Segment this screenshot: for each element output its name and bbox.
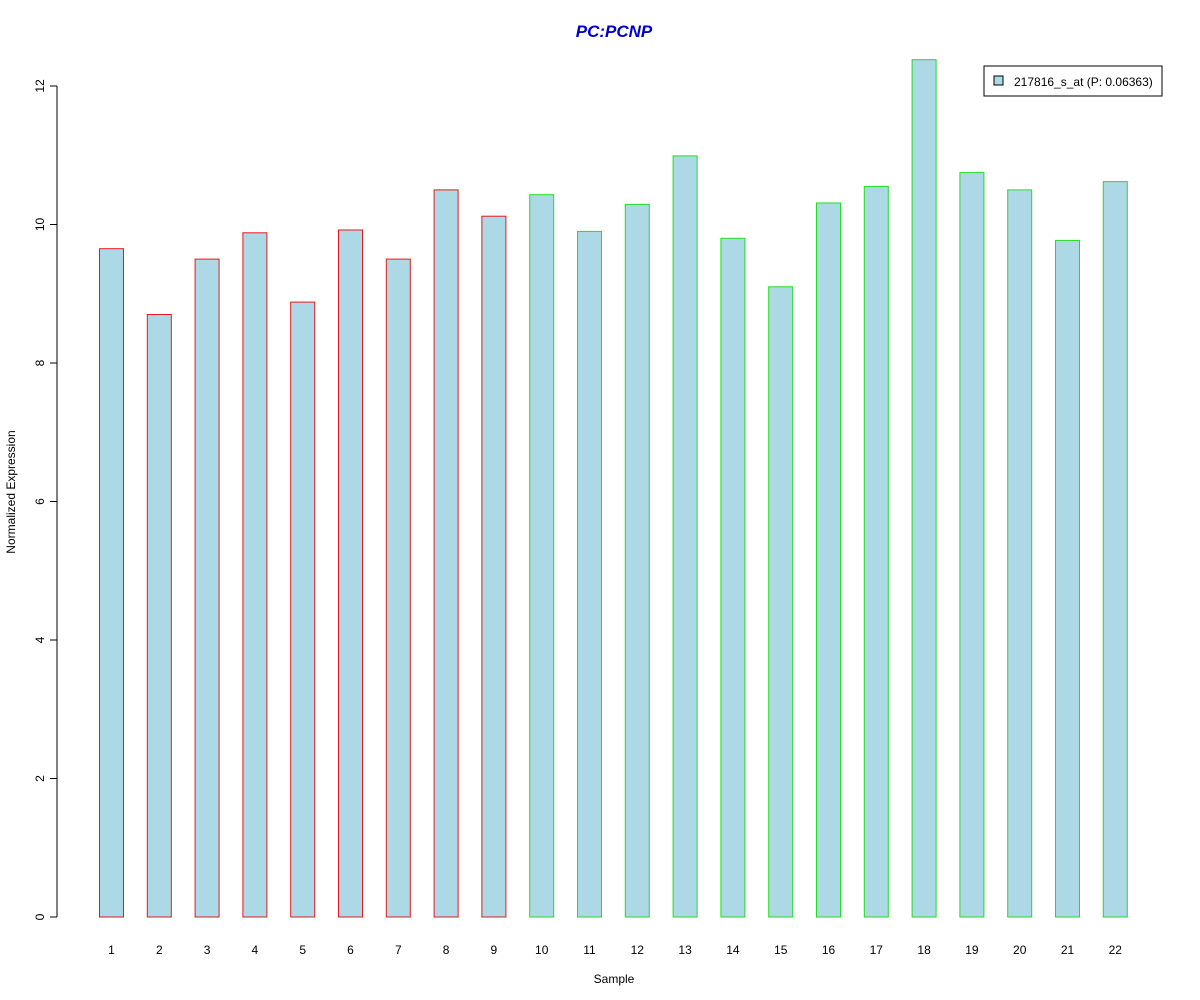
bar-sample-19 [959,172,985,918]
bar-sample-7 [385,258,411,918]
bar-sample-18 [911,59,937,918]
x-tick-label: 21 [1061,943,1075,957]
bar-sample-8 [433,189,459,918]
bar-sample-2 [146,314,172,918]
x-axis-tick-labels: 1 2 3 4 5 6 7 8 9 10 11 12 13 14 15 16 17 18 19 20 21 22 [108,943,1122,957]
y-axis: 0 2 4 6 8 10 12 [33,79,58,920]
x-tick-label: 19 [965,943,979,957]
bar-series [99,59,1128,918]
chart-title: PC:PCNP [576,22,653,41]
bar-sample-17 [863,185,889,918]
x-tick-label: 8 [443,943,450,957]
legend-entry-label: 217816_s_at (P: 0.06363) [1014,75,1153,89]
bar-sample-15 [768,286,794,918]
y-tick-label: 0 [33,913,47,920]
x-tick-label: 5 [299,943,306,957]
bar-sample-5 [290,301,316,918]
x-tick-label: 11 [583,943,596,957]
x-tick-label: 14 [726,943,740,957]
bar-sample-6 [338,229,363,918]
y-tick-label: 10 [33,218,47,232]
x-tick-label: 22 [1109,943,1123,957]
y-tick-label: 2 [33,775,47,782]
x-tick-label: 1 [108,943,115,957]
x-tick-label: 9 [491,943,498,957]
x-tick-label: 12 [631,943,645,957]
bar-sample-11 [577,230,602,918]
bar-sample-21 [1055,239,1080,918]
y-tick-label: 12 [33,79,47,93]
bar-sample-3 [194,258,220,918]
x-tick-label: 10 [535,943,549,957]
legend: 217816_s_at (P: 0.06363) [983,65,1163,97]
x-tick-label: 15 [774,943,788,957]
legend-swatch [993,75,1004,86]
bar-sample-22 [1102,181,1128,918]
legend-box [983,65,1163,97]
y-tick-label: 8 [33,359,47,366]
bar-sample-10 [529,194,555,918]
bar-sample-9 [481,215,507,918]
bar-sample-13 [672,155,698,918]
x-tick-label: 6 [347,943,354,957]
x-tick-label: 13 [678,943,692,957]
y-tick-label: 6 [33,498,47,505]
bar-sample-20 [1007,189,1033,918]
bar-sample-1 [99,248,124,918]
x-tick-label: 2 [156,943,163,957]
x-tick-label: 7 [395,943,402,957]
x-tick-label: 18 [917,943,931,957]
bar-sample-14 [720,237,746,918]
x-tick-label: 17 [870,943,884,957]
y-axis-label: Normalized Expression [4,430,18,553]
x-tick-label: 16 [822,943,836,957]
bar-sample-12 [624,203,650,918]
x-tick-label: 4 [252,943,259,957]
y-tick-label: 4 [33,636,47,643]
x-tick-label: 3 [204,943,211,957]
x-tick-label: 20 [1013,943,1027,957]
x-axis-label: Sample [594,972,635,986]
bar-sample-4 [242,232,268,918]
bar-sample-16 [816,202,841,918]
